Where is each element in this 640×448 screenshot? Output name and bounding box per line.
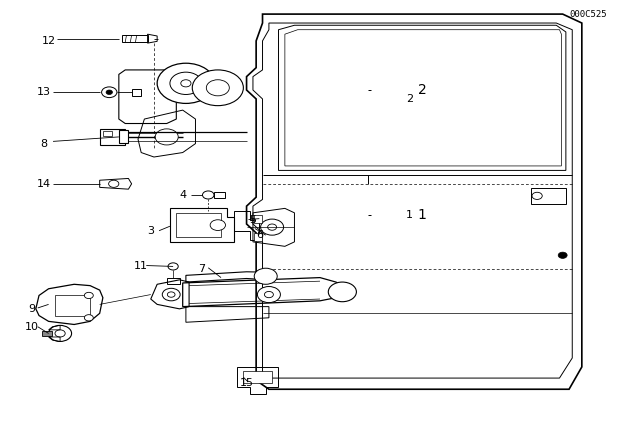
Bar bbox=[176, 213, 221, 237]
Circle shape bbox=[206, 80, 229, 96]
Bar bbox=[42, 331, 52, 336]
Circle shape bbox=[109, 180, 119, 187]
Text: 9: 9 bbox=[28, 304, 35, 314]
Bar bbox=[119, 130, 129, 143]
Text: 12: 12 bbox=[42, 36, 56, 46]
Bar bbox=[531, 188, 566, 204]
Text: 000C525: 000C525 bbox=[570, 9, 607, 18]
Text: 1: 1 bbox=[418, 208, 427, 222]
Circle shape bbox=[168, 263, 178, 270]
Circle shape bbox=[257, 287, 280, 302]
Circle shape bbox=[168, 292, 175, 297]
Text: 4: 4 bbox=[179, 190, 186, 200]
Circle shape bbox=[260, 219, 284, 235]
Circle shape bbox=[558, 252, 567, 258]
Bar bbox=[55, 296, 90, 315]
Circle shape bbox=[180, 80, 191, 87]
Circle shape bbox=[268, 224, 276, 230]
Text: 14: 14 bbox=[37, 179, 51, 189]
Circle shape bbox=[532, 192, 542, 199]
Text: 13: 13 bbox=[37, 87, 51, 97]
Bar bbox=[132, 89, 141, 96]
Bar bbox=[100, 129, 125, 145]
Circle shape bbox=[254, 268, 277, 284]
Text: 15: 15 bbox=[239, 378, 253, 388]
Bar bbox=[254, 233, 262, 241]
Bar bbox=[214, 192, 225, 198]
Text: 3: 3 bbox=[147, 226, 154, 236]
Circle shape bbox=[102, 87, 117, 98]
Bar bbox=[254, 215, 262, 223]
Text: 11: 11 bbox=[134, 262, 148, 271]
Circle shape bbox=[192, 70, 243, 106]
Circle shape bbox=[170, 72, 202, 95]
Bar bbox=[167, 278, 179, 284]
Circle shape bbox=[210, 220, 225, 230]
Bar bbox=[103, 131, 113, 136]
Text: 7: 7 bbox=[198, 264, 205, 274]
Circle shape bbox=[84, 293, 93, 298]
Text: 2: 2 bbox=[418, 83, 426, 97]
Text: 10: 10 bbox=[24, 322, 38, 332]
Text: 8: 8 bbox=[40, 138, 48, 149]
Text: 1: 1 bbox=[406, 210, 413, 220]
Circle shape bbox=[157, 63, 214, 103]
Circle shape bbox=[264, 292, 273, 297]
Circle shape bbox=[55, 330, 65, 337]
Bar bbox=[243, 371, 272, 383]
Circle shape bbox=[156, 129, 178, 145]
Text: 2: 2 bbox=[406, 94, 413, 104]
Bar bbox=[122, 35, 148, 42]
Circle shape bbox=[202, 191, 214, 199]
Text: 5: 5 bbox=[250, 215, 257, 224]
Circle shape bbox=[163, 289, 180, 301]
Circle shape bbox=[84, 314, 93, 321]
Circle shape bbox=[328, 282, 356, 302]
Circle shape bbox=[106, 90, 113, 95]
Circle shape bbox=[49, 325, 72, 341]
Text: 6: 6 bbox=[256, 230, 263, 240]
